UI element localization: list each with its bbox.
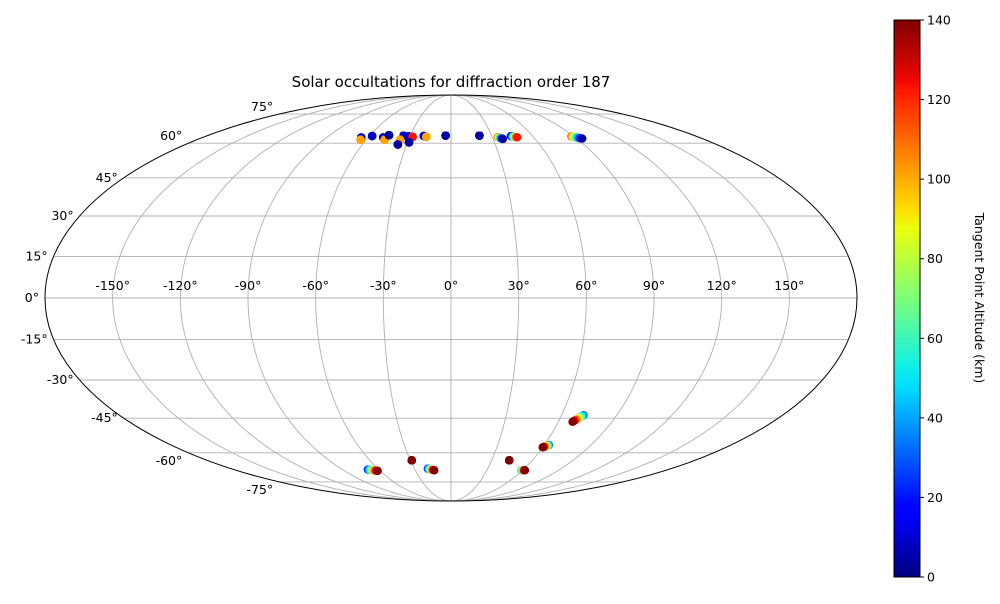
latitude-tick-label: 0° xyxy=(25,290,39,305)
occultation-point xyxy=(512,133,522,142)
longitude-tick-label: 30° xyxy=(508,278,530,293)
longitude-tick-label: -90° xyxy=(235,278,262,293)
colorbar-tick-label: 40 xyxy=(927,410,943,425)
latitude-tick-label: -15° xyxy=(21,332,48,347)
occultation-point xyxy=(422,132,431,142)
latitude-tick-label: 75° xyxy=(251,99,273,114)
colorbar-tick-label: 0 xyxy=(927,570,935,585)
latitude-tick-label: 15° xyxy=(25,248,47,263)
graticule xyxy=(45,95,857,501)
latitude-tick-label: -60° xyxy=(156,453,183,468)
latitude-tick-label: 30° xyxy=(51,208,73,223)
longitude-tick-labels: -150° -120° -90° -60° -30° 0° 30° 60° 90° 120° 150… xyxy=(95,278,804,293)
longitude-tick-label: 120° xyxy=(707,278,737,293)
longitude-tick-label: 90° xyxy=(643,278,665,293)
longitude-tick-label: 0° xyxy=(444,278,458,293)
latitude-tick-label: 60° xyxy=(160,128,182,143)
map-boundary xyxy=(44,94,858,502)
chart-title: Solar occultations for diffraction order… xyxy=(292,73,611,91)
occultation-point xyxy=(505,456,514,465)
occultation-point xyxy=(568,417,577,427)
latitude-tick-label: 45° xyxy=(96,170,118,185)
colorbar-tick-label: 140 xyxy=(927,13,951,28)
latitude-tick-label: -45° xyxy=(91,410,118,425)
latitude-tick-labels: 75° 60° 45° 30° 15° 0° -15° -30° -45° -60° -75° xyxy=(21,99,273,497)
colorbar-label: Tangent Point Altitude (km) xyxy=(972,212,987,384)
latitude-tick-label: -30° xyxy=(47,372,74,387)
occultation-point xyxy=(367,131,377,141)
occultation-point xyxy=(430,466,439,475)
occultation-point xyxy=(393,140,403,149)
occultation-point xyxy=(520,466,530,475)
occultation-point xyxy=(356,135,365,145)
longitude-tick-label: -60° xyxy=(302,278,329,293)
occultation-point xyxy=(475,131,484,140)
occultation-point xyxy=(578,134,587,143)
longitude-tick-label: -30° xyxy=(370,278,397,293)
occultation-point xyxy=(538,443,547,452)
occultation-points xyxy=(356,131,588,476)
colorbar-tick-label: 20 xyxy=(927,490,943,505)
colorbar-tick-label: 100 xyxy=(927,172,951,187)
colorbar-tick-label: 120 xyxy=(927,92,951,107)
occultation-point xyxy=(498,134,508,144)
longitude-tick-label: -120° xyxy=(163,278,198,293)
colorbar-gradient xyxy=(893,19,921,578)
occultation-point xyxy=(407,456,416,465)
occultation-point xyxy=(404,138,414,147)
colorbar: 0 20 40 60 80 100 120 140 Tangent Point Altitud… xyxy=(893,13,987,585)
colorbar-tick-label: 80 xyxy=(927,251,943,266)
latitude-tick-label: -75° xyxy=(247,482,274,497)
colorbar-tick-label: 60 xyxy=(927,331,943,346)
longitude-tick-label: 150° xyxy=(774,278,804,293)
longitude-tick-label: -150° xyxy=(95,278,130,293)
longitude-tick-label: 60° xyxy=(575,278,597,293)
occultation-point xyxy=(373,466,382,476)
occultation-point xyxy=(384,131,394,140)
occultation-point xyxy=(441,131,450,140)
colorbar-ticks: 0 20 40 60 80 100 120 140 xyxy=(920,13,951,585)
